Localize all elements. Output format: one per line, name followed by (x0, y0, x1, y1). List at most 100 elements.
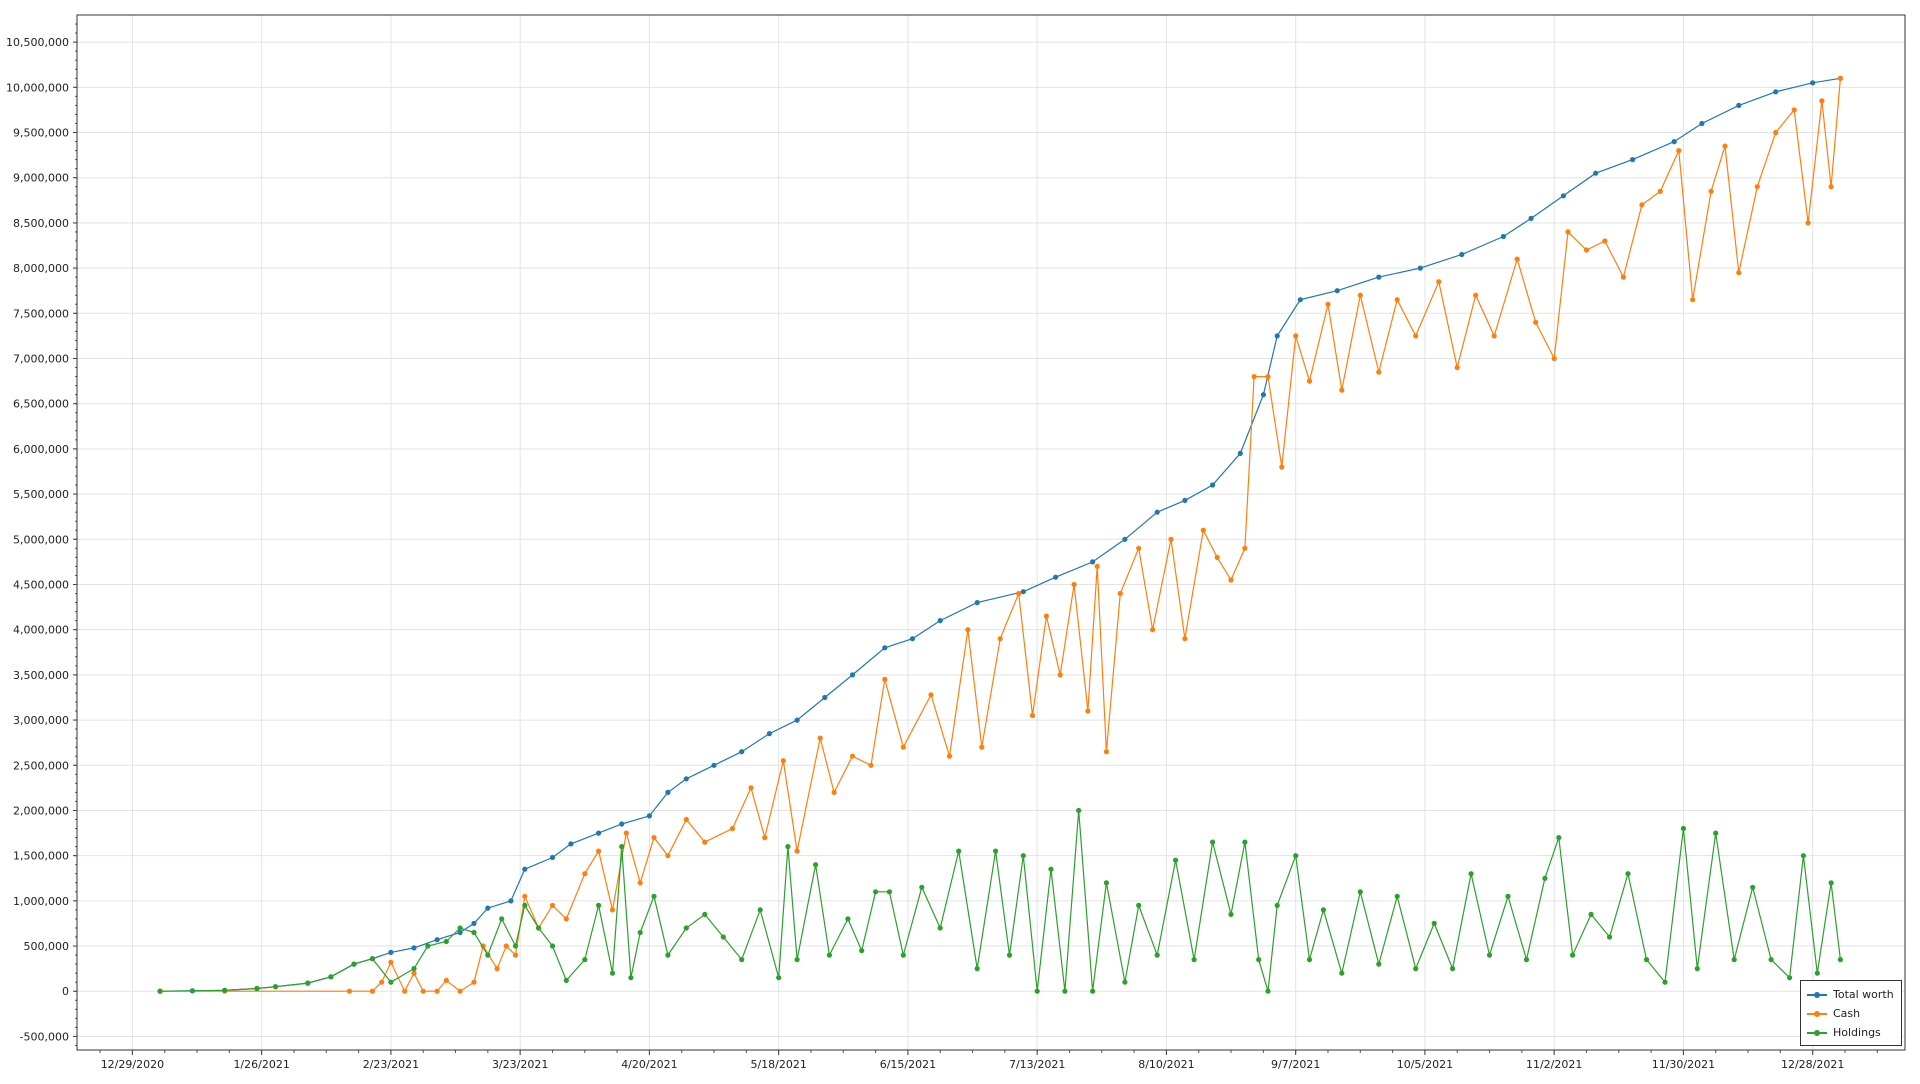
data-point-holdings (272, 984, 279, 990)
data-point-holdings (813, 862, 819, 868)
data-point-holdings (1713, 830, 1719, 836)
y-tick-label: 5,000,000 (13, 533, 69, 546)
data-point-cash (411, 970, 417, 976)
data-point-total-worth (1500, 233, 1506, 240)
data-point-holdings (596, 902, 602, 909)
data-point-holdings (582, 957, 588, 963)
data-point-holdings (900, 952, 906, 958)
data-point-holdings (886, 889, 893, 895)
data-point-holdings (1694, 966, 1700, 972)
data-point-holdings (1486, 952, 1493, 958)
data-point-cash (1228, 577, 1234, 583)
data-point-holdings (1256, 957, 1262, 963)
x-tick-label: 12/28/2021 (1781, 1058, 1844, 1071)
data-point-total-worth (1122, 536, 1128, 542)
data-point-total-worth (1528, 215, 1534, 221)
data-point-cash (402, 988, 408, 994)
data-point-cash (794, 848, 800, 854)
data-point-holdings (351, 961, 357, 967)
data-point-holdings (512, 943, 519, 949)
data-point-cash (1339, 387, 1345, 393)
data-point-total-worth (1699, 120, 1705, 127)
data-point-total-worth (1053, 574, 1059, 580)
y-tick-label: 1,000,000 (13, 895, 69, 908)
data-point-cash (748, 785, 754, 791)
data-point-cash (420, 988, 426, 994)
data-point-holdings (845, 916, 851, 922)
data-point-cash (1150, 627, 1156, 633)
data-point-cash (1773, 129, 1779, 136)
data-point-holdings (1625, 871, 1631, 877)
data-point-cash (1690, 297, 1696, 303)
data-point-holdings (919, 884, 925, 890)
data-point-cash (1639, 202, 1645, 208)
series-line-total-worth (160, 77, 1841, 992)
data-point-holdings (1154, 952, 1160, 958)
legend-label-total-worth: Total worth (1833, 988, 1894, 1001)
data-point-holdings (388, 979, 394, 985)
data-point-total-worth (1810, 80, 1816, 86)
legend-item-total-worth[interactable]: Total worth (1807, 985, 1895, 1004)
x-tick-label: 10/5/2021 (1397, 1058, 1453, 1071)
data-point-cash (1306, 378, 1313, 384)
data-point-holdings (1731, 957, 1737, 963)
data-point-total-worth (508, 898, 514, 904)
y-tick-label: 0 (62, 985, 69, 998)
x-tick-label: 1/26/2021 (233, 1058, 289, 1071)
data-point-holdings (1542, 875, 1548, 881)
data-point-total-worth (1560, 193, 1566, 199)
data-point-holdings (1090, 988, 1096, 994)
data-point-holdings (720, 934, 726, 940)
data-point-total-worth (909, 636, 916, 642)
data-point-total-worth (522, 866, 528, 872)
data-point-holdings (1837, 957, 1843, 963)
data-point-holdings (993, 848, 999, 854)
x-tick-label: 9/7/2021 (1271, 1058, 1320, 1071)
data-point-holdings (739, 957, 745, 963)
data-point-total-worth (411, 945, 417, 951)
data-point-total-worth (974, 600, 980, 606)
y-tick-label: 7,500,000 (13, 307, 69, 320)
data-point-cash (1533, 319, 1539, 325)
data-point-cash (609, 907, 616, 913)
data-point-cash (928, 692, 934, 698)
data-point-holdings (1413, 966, 1419, 972)
data-point-holdings (1607, 934, 1613, 940)
data-point-cash (1071, 581, 1077, 588)
x-tick-label: 8/10/2021 (1138, 1058, 1194, 1071)
data-point-cash (1265, 374, 1271, 380)
data-point-total-worth (1210, 482, 1216, 488)
data-point-cash (1657, 188, 1663, 194)
series-cash (157, 75, 1843, 994)
data-point-cash (1251, 374, 1257, 380)
data-point-cash (1043, 613, 1049, 619)
data-point-holdings (1320, 907, 1326, 913)
y-tick-label: 3,000,000 (13, 714, 69, 727)
data-point-total-worth (1020, 589, 1026, 595)
data-point-total-worth (596, 830, 602, 836)
series-holdings (157, 807, 1843, 994)
data-point-total-worth (1773, 89, 1779, 95)
y-tick-label: 2,000,000 (13, 804, 69, 817)
data-point-holdings (859, 948, 865, 954)
data-point-holdings (1450, 966, 1456, 972)
data-point-holdings (1800, 853, 1806, 859)
data-point-total-worth (822, 694, 828, 701)
x-tick-label: 11/30/2021 (1652, 1058, 1715, 1071)
data-point-total-worth (1237, 450, 1243, 456)
data-point-total-worth (1297, 297, 1303, 303)
x-tick-label: 6/15/2021 (880, 1058, 936, 1071)
data-point-holdings (305, 980, 311, 986)
legend-item-cash[interactable]: Cash (1807, 1004, 1895, 1023)
data-point-holdings (254, 985, 260, 992)
data-point-cash (582, 871, 588, 877)
grid-layer (77, 15, 1905, 1050)
data-point-holdings (956, 848, 962, 854)
data-point-cash (1325, 301, 1331, 307)
data-point-total-worth (619, 821, 625, 827)
data-point-cash (1837, 75, 1843, 81)
y-tick-label: 7,000,000 (13, 352, 69, 365)
legend-item-holdings[interactable]: Holdings (1807, 1023, 1895, 1042)
